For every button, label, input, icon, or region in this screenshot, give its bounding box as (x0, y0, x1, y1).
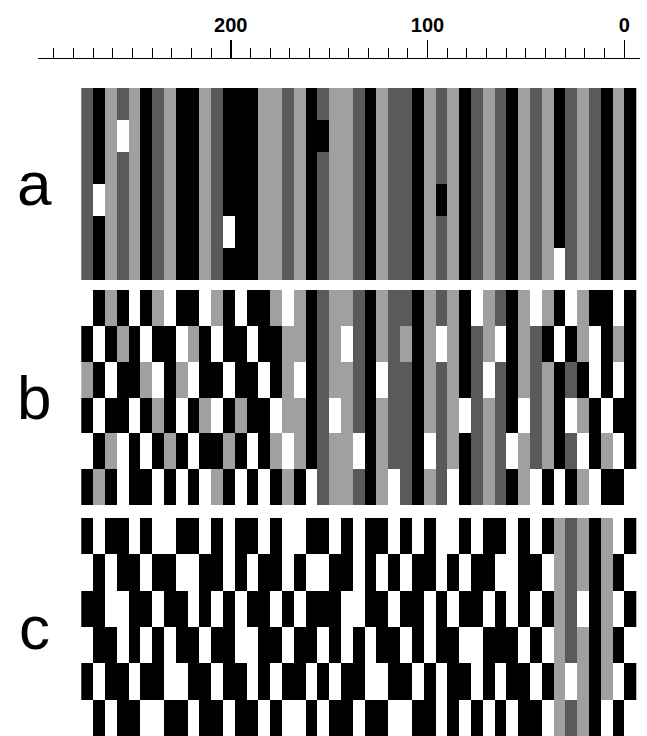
svg-text:0: 0 (619, 14, 630, 36)
svg-text:c: c (19, 593, 50, 662)
svg-text:100: 100 (411, 14, 444, 36)
svg-text:200: 200 (214, 14, 247, 36)
svg-text:b: b (17, 363, 51, 432)
svg-text:a: a (17, 149, 52, 218)
